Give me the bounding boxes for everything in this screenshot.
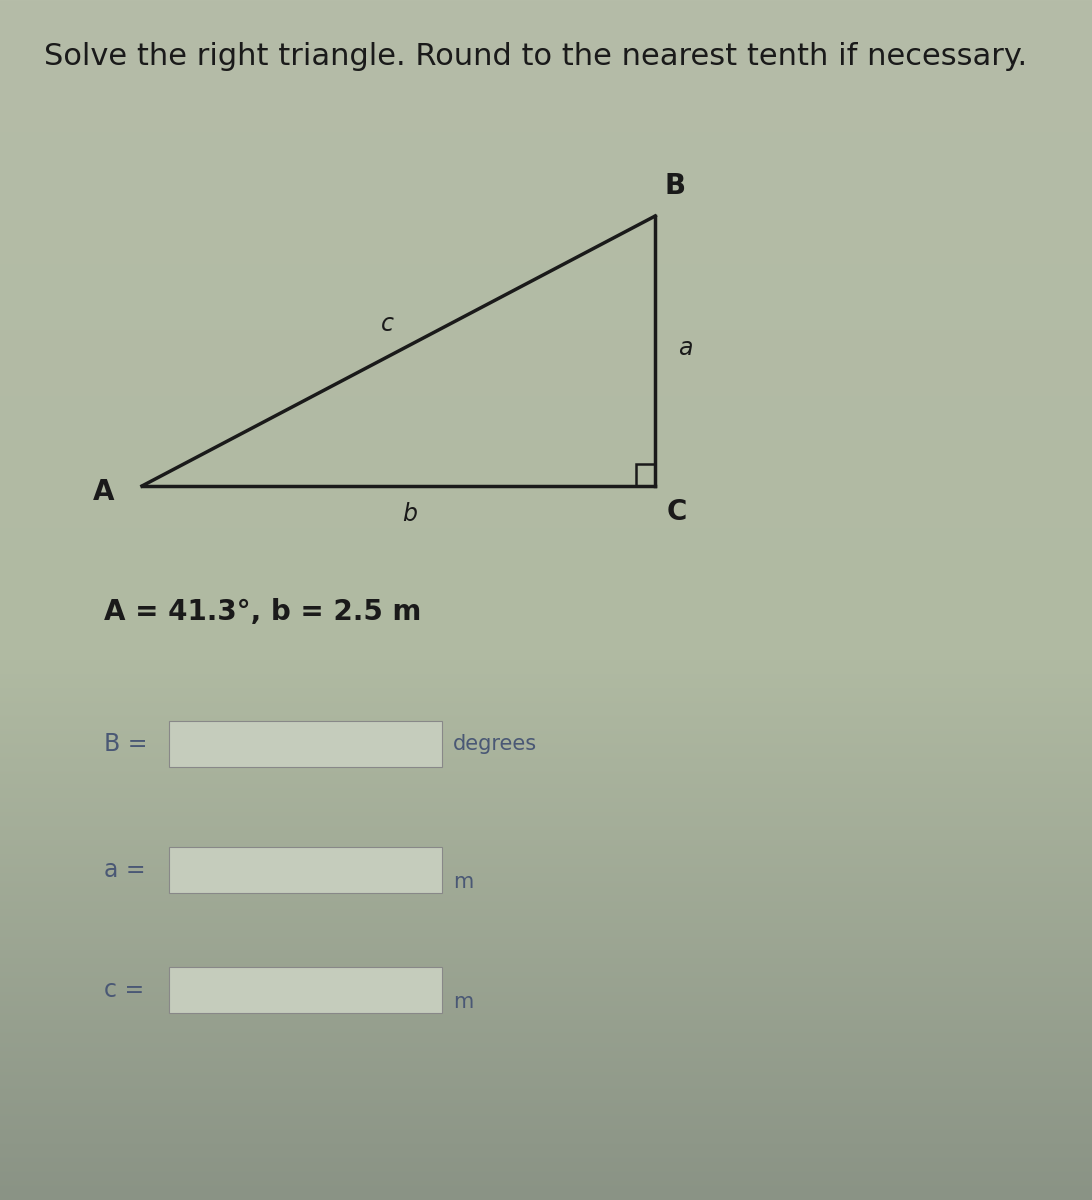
Text: B =: B = <box>104 732 147 756</box>
Text: m: m <box>453 992 474 1012</box>
Text: m: m <box>453 872 474 892</box>
Bar <box>169 847 442 893</box>
Text: c =: c = <box>104 978 144 1002</box>
Text: A = 41.3°, b = 2.5 m: A = 41.3°, b = 2.5 m <box>104 598 422 626</box>
Bar <box>169 967 442 1013</box>
Text: degrees: degrees <box>453 734 537 754</box>
Text: c: c <box>381 312 394 336</box>
Text: b: b <box>402 502 417 526</box>
Text: A: A <box>93 478 115 506</box>
Text: a =: a = <box>104 858 145 882</box>
Text: B: B <box>664 172 686 200</box>
Text: C: C <box>667 498 687 527</box>
Text: a: a <box>678 336 693 360</box>
Bar <box>169 721 442 767</box>
Text: Solve the right triangle. Round to the nearest tenth if necessary.: Solve the right triangle. Round to the n… <box>44 42 1026 71</box>
